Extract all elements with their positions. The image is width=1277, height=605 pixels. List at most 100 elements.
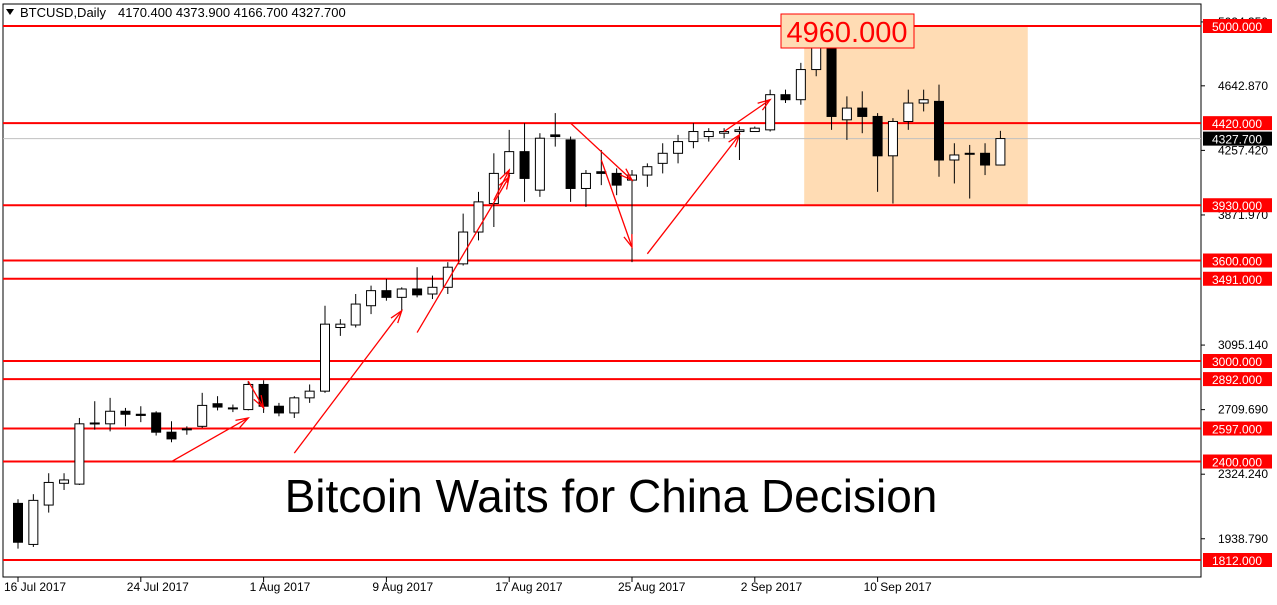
level-label: 3930.000 — [1212, 199, 1262, 213]
candle-body — [734, 129, 745, 133]
candle — [74, 417, 85, 485]
arrow-head — [757, 98, 772, 111]
arrow-shaft — [171, 417, 249, 463]
candle-body — [335, 323, 346, 329]
candle — [580, 170, 591, 207]
y-tick-label: 2324.240 — [1218, 467, 1268, 481]
candle-body — [703, 131, 714, 138]
candle — [105, 397, 116, 432]
candle — [703, 128, 714, 142]
trend-arrow — [493, 168, 511, 201]
candle-body — [596, 171, 607, 174]
candle — [320, 305, 330, 393]
level-label-box — [1203, 19, 1272, 33]
candle — [780, 89, 791, 104]
ohlc-readout: 4170.400 4373.900 4166.700 4327.700 — [118, 5, 346, 20]
candle — [273, 402, 284, 417]
arrow-head — [728, 133, 741, 148]
current-price-box — [1203, 131, 1272, 146]
candle — [841, 96, 852, 140]
candle-body — [565, 139, 576, 189]
candle-body — [381, 290, 392, 298]
y-tick-label: 4257.420 — [1218, 143, 1268, 157]
arrow-shaft — [570, 122, 633, 181]
candle — [795, 62, 806, 105]
x-tick-label: 24 Jul 2017 — [127, 580, 189, 594]
level-label-box — [1203, 372, 1272, 387]
candle-body — [28, 499, 39, 545]
arrow-shaft — [293, 310, 403, 454]
arrow-head — [253, 395, 265, 410]
x-tick-label: 1 Aug 2017 — [250, 580, 311, 594]
headline-title: Bitcoin Waits for China Decision — [285, 470, 938, 522]
candle — [980, 143, 991, 176]
candle — [212, 396, 223, 411]
candle-body — [243, 383, 254, 411]
candle-body — [765, 94, 776, 131]
candle — [887, 118, 898, 204]
symbol-label: BTCUSD,Daily — [20, 5, 106, 20]
candle-body — [304, 390, 315, 399]
candle-body — [212, 403, 223, 408]
triangle-down-icon[interactable] — [6, 9, 14, 15]
candle — [43, 473, 54, 513]
trend-arrow — [723, 98, 772, 133]
trend-arrow — [247, 380, 265, 410]
candle-body — [642, 166, 653, 176]
arrow-head — [499, 168, 511, 184]
trend-arrow — [416, 175, 511, 333]
level-label: 1812.000 — [1212, 554, 1262, 568]
candle-body — [74, 423, 85, 485]
candle-body — [995, 138, 1006, 166]
x-tick-label: 2 Sep 2017 — [741, 580, 803, 594]
arrow-shaft — [646, 134, 740, 255]
candle — [964, 144, 975, 199]
arrow-head — [390, 309, 403, 324]
candle — [458, 213, 469, 266]
candle-body — [473, 201, 484, 233]
candle — [611, 168, 622, 196]
trend-arrow — [600, 159, 633, 249]
axis-layer: 1938.7902324.2402709.6903095.1403871.970… — [4, 15, 1268, 594]
candle — [918, 89, 929, 112]
candle — [534, 133, 545, 197]
level-label: 3491.000 — [1212, 273, 1262, 287]
level-label-box — [1203, 198, 1272, 213]
candle — [227, 404, 238, 413]
candle — [120, 407, 131, 427]
candle — [749, 126, 760, 133]
candle — [550, 113, 561, 147]
candle-body — [550, 134, 561, 138]
candle-body — [197, 404, 208, 427]
candle-body — [427, 286, 438, 295]
candle-body — [412, 288, 423, 296]
candle-body — [181, 428, 192, 431]
level-label-box — [1203, 271, 1272, 286]
y-tick-label: 1938.790 — [1218, 532, 1268, 546]
candle — [857, 91, 868, 134]
candle-body — [366, 290, 377, 307]
level-label-box — [1203, 116, 1272, 131]
candle — [427, 275, 438, 300]
candle — [949, 143, 960, 184]
candle-body — [780, 94, 791, 101]
candle-body — [795, 69, 806, 101]
candle-body — [826, 45, 837, 117]
label-layer: 5000.000 4420.000 3930.000 3600.000 3491.000… — [1203, 19, 1272, 568]
candle-layer — [13, 32, 1006, 549]
arrow-shaft — [600, 159, 633, 248]
candle — [519, 123, 530, 202]
candle-body — [350, 303, 361, 326]
x-tick-label: 16 Jul 2017 — [4, 580, 66, 594]
candle-body — [519, 151, 530, 179]
candle — [734, 126, 745, 161]
candle — [473, 191, 484, 241]
x-tick-label: 17 Aug 2017 — [495, 580, 563, 594]
candle — [934, 84, 944, 177]
candle — [381, 278, 392, 301]
candle-body — [289, 397, 300, 414]
candle — [59, 473, 70, 490]
arrow-head — [619, 168, 634, 182]
